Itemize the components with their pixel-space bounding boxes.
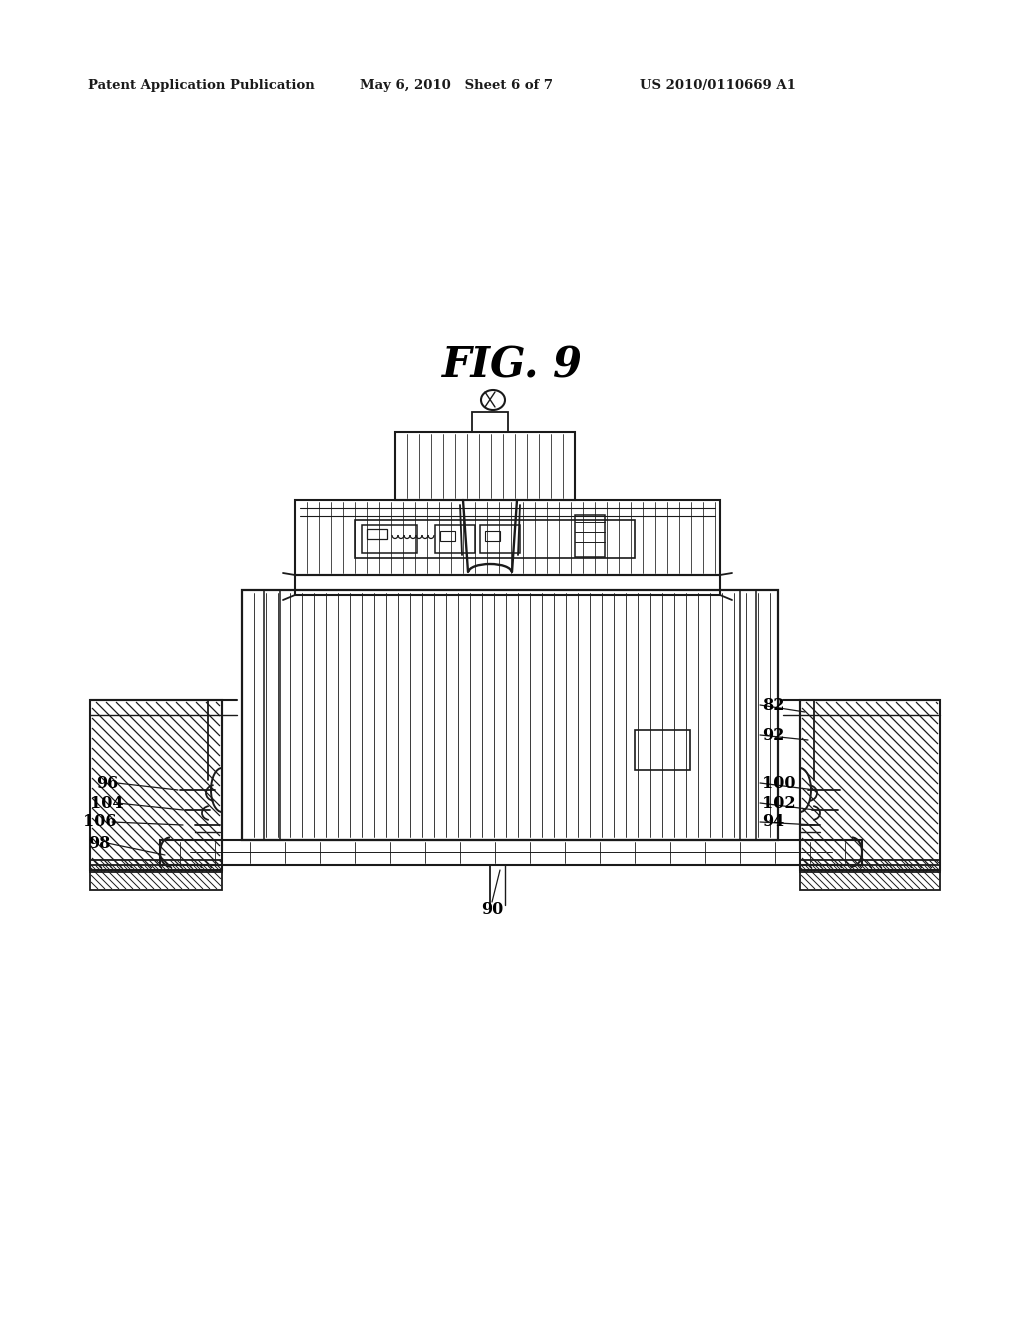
Text: US 2010/0110669 A1: US 2010/0110669 A1 bbox=[640, 78, 796, 91]
Text: 92: 92 bbox=[762, 726, 784, 743]
Bar bbox=[367, 529, 387, 539]
Text: 102: 102 bbox=[762, 795, 796, 812]
Bar bbox=[435, 525, 475, 553]
Bar bbox=[800, 700, 940, 870]
Bar bbox=[295, 500, 720, 576]
Bar bbox=[355, 520, 635, 558]
Bar bbox=[575, 515, 605, 557]
Bar bbox=[800, 861, 940, 873]
Text: 82: 82 bbox=[762, 697, 784, 714]
Bar bbox=[362, 525, 417, 553]
Bar bbox=[395, 432, 575, 500]
Text: 104: 104 bbox=[90, 795, 124, 812]
Bar bbox=[160, 840, 862, 865]
Text: 96: 96 bbox=[96, 775, 118, 792]
Bar bbox=[90, 865, 222, 890]
Text: FIG. 9: FIG. 9 bbox=[441, 345, 583, 385]
Text: May 6, 2010   Sheet 6 of 7: May 6, 2010 Sheet 6 of 7 bbox=[360, 78, 553, 91]
Bar bbox=[800, 865, 940, 890]
Text: 94: 94 bbox=[762, 813, 784, 830]
Text: 106: 106 bbox=[83, 813, 117, 830]
Bar bbox=[242, 590, 778, 840]
Bar bbox=[472, 412, 508, 432]
Text: 100: 100 bbox=[762, 775, 796, 792]
Bar bbox=[485, 531, 500, 541]
Text: 90: 90 bbox=[481, 902, 503, 919]
Text: Patent Application Publication: Patent Application Publication bbox=[88, 78, 314, 91]
Bar bbox=[440, 531, 455, 541]
Bar bbox=[635, 730, 690, 770]
Bar bbox=[90, 861, 222, 873]
Text: 98: 98 bbox=[88, 834, 111, 851]
Bar bbox=[480, 525, 520, 553]
Bar bbox=[90, 700, 222, 870]
